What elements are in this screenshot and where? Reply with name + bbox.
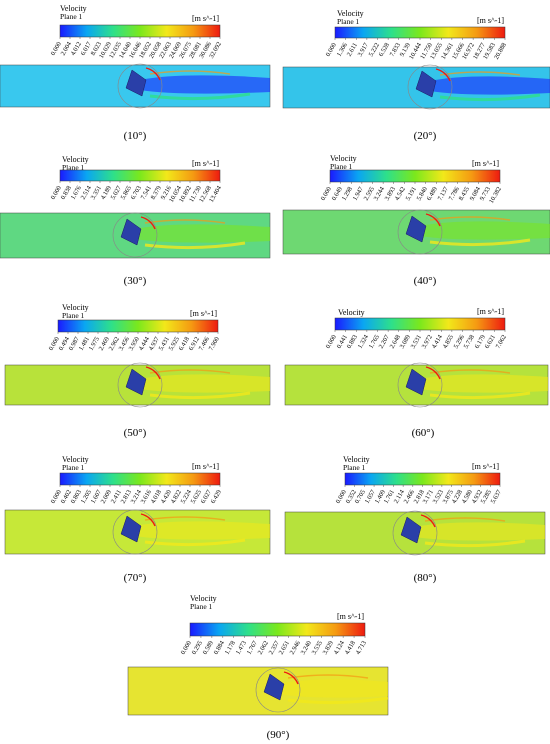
legend-subtitle: Plane 1 [62,163,85,172]
legend-subtitle: Plane 1 [343,463,366,472]
legend-unit: [m s^-1] [192,462,220,471]
legend-title: Velocity [338,308,365,317]
wake-region [140,374,270,393]
legend-subtitle: Plane 1 [62,311,85,320]
blade-shape [120,515,142,543]
legend-unit: [m s^-1] [472,462,500,471]
blade-shape [405,215,427,243]
high-velocity-streak [287,696,389,705]
rotor-boundary [392,510,438,556]
high-velocity-streak [144,241,246,250]
blade-tip-high-speed [425,213,441,227]
wake-region [135,521,270,540]
blade-shape [400,516,422,544]
blade-shape [263,673,285,701]
legend-title: Velocity [62,455,89,464]
blade-tip-high-speed [435,68,451,82]
blade-tip-high-speed [140,216,156,230]
high-velocity-streak [144,538,246,547]
blade-shape [120,218,142,246]
blade-tip-high-speed [145,67,161,81]
rotor-boundary [397,362,443,408]
angle-caption: (80°) [413,572,437,584]
rotor-boundary [117,362,163,408]
legend-unit: [m s^-1] [477,307,505,316]
legend-unit: [m s^-1] [192,159,220,168]
angle-caption: (40°) [413,275,437,287]
angle-caption: (60°) [411,427,435,439]
rotor-boundary [407,64,453,110]
high-velocity-streak [439,93,541,102]
blade-tip-high-speed [283,671,299,685]
rotor-boundary [255,667,301,713]
legend-title: Velocity [330,154,357,163]
blade-tip-high-speed [420,514,436,528]
legend-unit: [m s^-1] [472,159,500,168]
legend-unit: [m s^-1] [190,309,218,318]
blade-tip-high-speed [140,513,156,527]
rotor-boundary [112,212,158,258]
legend-title: Velocity [62,155,89,164]
blade-tip-high-speed [145,366,161,380]
wake-region [420,374,548,393]
legend-subtitle: Plane 1 [60,12,83,21]
legend-unit: [m s^-1] [192,14,220,23]
wake-region [430,76,550,95]
legend-subtitle: Plane 1 [62,463,85,472]
blade-shape [125,368,147,396]
legend-unit: [m s^-1] [477,16,505,25]
angle-caption: (20°) [413,130,437,142]
angle-caption: (10°) [123,130,147,142]
angle-caption: (50°) [123,427,147,439]
angle-caption: (90°) [266,729,290,741]
blade-shape [405,368,427,396]
legend-title: Velocity [60,4,87,13]
legend-subtitle: Plane 1 [337,17,360,26]
wake-region [140,75,270,94]
high-velocity-streak [149,92,251,101]
wake-region [420,221,550,240]
legend-subtitle: Plane 1 [330,162,353,171]
legend-subtitle: Plane 1 [190,602,213,611]
wake-region [278,679,388,698]
rotor-boundary [112,509,158,555]
color-bar [189,622,366,637]
legend-title: Velocity [62,303,89,312]
wake-region [415,522,545,541]
blade-shape [415,70,437,98]
rotor-boundary [117,63,163,109]
wake-region [135,224,270,243]
legend-title: Velocity [343,455,370,464]
legend-title: Velocity [337,9,364,18]
high-velocity-streak [149,391,251,400]
angle-caption: (30°) [123,275,147,287]
legend-title: Velocity [190,594,217,603]
high-velocity-streak [429,238,531,247]
angle-caption: (70°) [123,572,147,584]
rotor-boundary [397,209,443,255]
legend-unit: [m s^-1] [337,612,365,621]
high-velocity-streak [429,391,531,400]
blade-shape [125,69,147,97]
high-velocity-streak [424,539,526,548]
blade-tip-high-speed [425,366,441,380]
